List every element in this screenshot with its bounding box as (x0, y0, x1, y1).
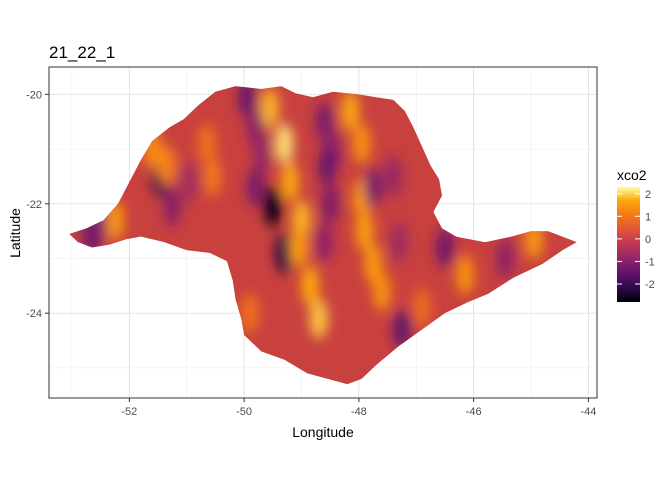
y-tick-label: -20 (26, 89, 42, 101)
heat-cell (203, 156, 222, 197)
axis-ticks: -52 -50 -48 -46 -44 -20 -22 -24 (26, 89, 596, 418)
heat-cell (341, 90, 360, 131)
heat-cell (180, 161, 199, 202)
heatmap-region (69, 86, 577, 385)
heat-cell (355, 211, 374, 252)
heat-cell (413, 287, 431, 328)
heat-cell (372, 271, 391, 312)
x-tick-label: -46 (466, 406, 482, 418)
chart-title: 21_22_1 (49, 43, 115, 62)
heat-cell (289, 227, 308, 268)
x-tick-label: -44 (580, 406, 596, 418)
legend-tick-label: -2 (645, 279, 655, 291)
legend-title: xco2 (617, 167, 647, 183)
heat-cell (315, 222, 334, 263)
legend-tick-label: 0 (645, 234, 651, 246)
plot-border (48, 66, 598, 399)
heat-cell (315, 101, 334, 142)
heat-cell (364, 167, 383, 208)
heat-cell (456, 254, 474, 295)
heat-cell (318, 145, 337, 186)
heat-cell (301, 265, 320, 306)
x-tick-label: -50 (236, 406, 252, 418)
legend-tick-label: -1 (645, 256, 655, 268)
legend: xco2 2 1 0 -1 -2 (617, 167, 655, 302)
heat-cell (263, 186, 282, 227)
heat-cell (496, 238, 515, 279)
heat-cell (392, 309, 411, 350)
y-tick-label: -24 (26, 308, 42, 320)
heat-cell (281, 161, 299, 202)
heat-cell (260, 88, 279, 128)
heat-cell (197, 123, 216, 164)
heat-cell (157, 145, 176, 186)
heat-cell (309, 298, 328, 339)
heat-cell (275, 123, 294, 164)
heat-cell (246, 167, 265, 208)
heat-cell (252, 134, 271, 175)
heat-cell (352, 123, 371, 164)
heat-cell (390, 222, 408, 263)
heat-cell (321, 183, 340, 224)
heat-cell (240, 293, 259, 334)
y-axis-title: Latitude (7, 208, 23, 258)
heat-cell (435, 227, 454, 268)
heat-cell (275, 233, 294, 273)
legend-colorbar (617, 187, 640, 302)
heat-cell (384, 156, 403, 197)
x-tick-label: -48 (351, 406, 367, 418)
heat-cell (163, 186, 182, 227)
legend-tick-label: 1 (645, 211, 651, 223)
x-axis-title: Longitude (292, 424, 354, 440)
x-tick-label: -52 (121, 406, 137, 418)
legend-tick-label: 2 (645, 189, 651, 201)
y-tick-label: -22 (26, 199, 42, 211)
